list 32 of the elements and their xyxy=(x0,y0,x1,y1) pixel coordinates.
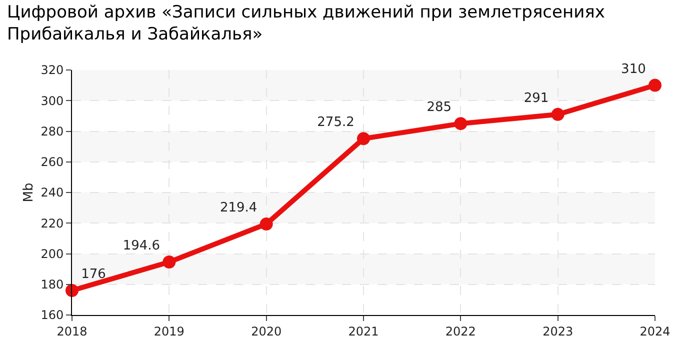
y-tick-label: 180 xyxy=(40,278,64,292)
y-tick-label: 220 xyxy=(40,216,64,230)
data-label: 285 xyxy=(426,100,452,116)
point xyxy=(454,117,468,130)
point xyxy=(66,284,78,297)
x-tick-label: 2018 xyxy=(56,324,88,338)
data-label: 219.4 xyxy=(220,200,258,216)
data-label: 176 xyxy=(81,267,106,282)
data-label: 291 xyxy=(524,91,549,106)
y-tick-label: 260 xyxy=(40,155,64,170)
y-axis-title: Mb xyxy=(22,182,37,202)
y-tick-label: 300 xyxy=(40,94,64,108)
point xyxy=(162,256,176,269)
y-tick-label: 280 xyxy=(40,124,64,138)
x-tick-label: 2024 xyxy=(640,324,670,338)
x-tick-label: 2022 xyxy=(445,324,476,338)
data-label: 194.6 xyxy=(122,238,160,254)
y-tick-label: 240 xyxy=(40,186,64,200)
y-tick-label: 200 xyxy=(40,246,64,261)
x-tick-label: 2020 xyxy=(251,324,282,338)
point xyxy=(648,78,662,92)
point xyxy=(551,108,564,121)
x-tick-label: 2023 xyxy=(542,324,574,338)
y-tick-label: 160 xyxy=(40,308,64,322)
x-tick-label: 2021 xyxy=(348,324,379,338)
chart-title: Цифровой архив «Записи сильных движений при землетрясениях Прибайкалья и Забайкалья» xyxy=(7,2,605,45)
data-label: 310 xyxy=(621,62,646,77)
point xyxy=(260,218,273,231)
x-tick-label: 2019 xyxy=(154,324,184,338)
point xyxy=(357,132,370,146)
data-label: 275.2 xyxy=(317,115,354,130)
y-tick-label: 320 xyxy=(40,63,64,78)
